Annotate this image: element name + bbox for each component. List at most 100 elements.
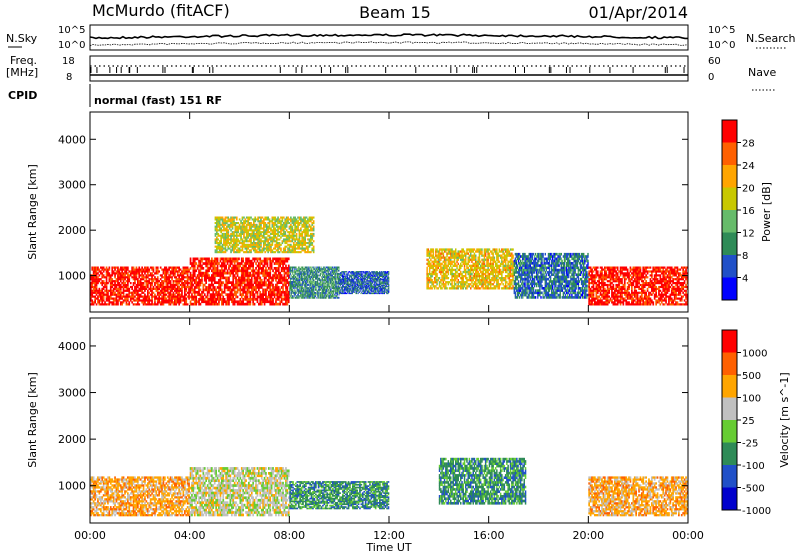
- heatmap-cell: [469, 261, 471, 263]
- heatmap-cell: [463, 283, 465, 285]
- heatmap-cell: [284, 281, 286, 284]
- heatmap-cell: [460, 250, 462, 252]
- heatmap-cell: [123, 294, 125, 296]
- heatmap-cell: [96, 294, 98, 296]
- heatmap-cell: [428, 277, 430, 279]
- heatmap-cell: [242, 291, 244, 294]
- heatmap-cell: [460, 271, 462, 273]
- heatmap-cell: [284, 303, 286, 306]
- heatmap-cell: [232, 296, 234, 299]
- heatmap-cell: [439, 271, 441, 273]
- heatmap-cell: [237, 272, 239, 275]
- heatmap-cell: [204, 293, 206, 296]
- heatmap-cell: [285, 284, 287, 287]
- heatmap-cell: [480, 269, 482, 271]
- heatmap-cell: [358, 278, 359, 279]
- heatmap-cell: [146, 298, 148, 300]
- heatmap-cell: [451, 267, 453, 269]
- heatmap-cell: [218, 284, 220, 287]
- heatmap-cell: [138, 272, 140, 274]
- heatmap-cell: [284, 260, 286, 263]
- heatmap-cell: [214, 279, 216, 282]
- heatmap-cell: [471, 285, 473, 287]
- heatmap-cell: [128, 288, 130, 290]
- heatmap-cell: [198, 291, 200, 294]
- heatmap-cell: [463, 255, 465, 257]
- heatmap-cell: [487, 287, 489, 289]
- heatmap-cell: [465, 275, 467, 277]
- heatmap-cell: [170, 288, 172, 290]
- heatmap-cell: [450, 257, 452, 259]
- heatmap-cell: [478, 265, 480, 267]
- heatmap-cell: [248, 265, 250, 268]
- heatmap-cell: [140, 296, 142, 298]
- heatmap-cell: [160, 267, 162, 269]
- heatmap-cell: [148, 280, 150, 282]
- heatmap-cell: [93, 280, 95, 282]
- heatmap-cell: [436, 269, 438, 271]
- heatmap-cell: [194, 272, 196, 275]
- heatmap-cell: [200, 274, 202, 277]
- heatmap-cell: [224, 300, 226, 303]
- heatmap-cell: [200, 296, 202, 299]
- cpid-text: normal (fast) 151 RF: [94, 94, 222, 107]
- noise-left-tick-bottom: 10^0: [58, 40, 85, 51]
- heatmap-cell: [453, 250, 455, 252]
- heatmap-cell: [278, 277, 280, 280]
- heatmap-cell: [123, 301, 125, 303]
- heatmap-cell: [296, 267, 297, 269]
- heatmap-cell: [450, 283, 452, 285]
- heatmap-cell: [158, 296, 160, 298]
- heatmap-cell: [224, 272, 226, 275]
- heatmap-cell: [194, 258, 196, 261]
- heatmap-cell: [272, 274, 274, 277]
- heatmap-cell: [205, 300, 207, 303]
- heatmap-cell: [463, 285, 465, 287]
- heatmap-cell: [235, 296, 237, 299]
- heatmap-cell: [131, 288, 133, 290]
- heatmap-cell: [123, 282, 125, 284]
- heatmap-cell: [466, 281, 468, 283]
- heatmap-cell: [157, 278, 159, 280]
- heatmap-cell: [453, 265, 455, 267]
- heatmap-cell: [166, 267, 168, 269]
- heatmap-cell: [281, 293, 283, 296]
- noise-right-tick-top: 10^5: [708, 25, 735, 36]
- heatmap-cell: [134, 272, 136, 274]
- heatmap-cell: [167, 284, 169, 286]
- heatmap-cell: [254, 281, 256, 284]
- heatmap-cell: [104, 286, 106, 288]
- heatmap-cell: [200, 265, 202, 268]
- heatmap-cell: [151, 299, 153, 301]
- heatmap-cell: [465, 283, 467, 285]
- heatmap-cell: [458, 250, 460, 252]
- heatmap-cell: [446, 265, 448, 267]
- heatmap-cell: [137, 278, 139, 280]
- heatmap-cell: [181, 288, 183, 290]
- heatmap-cell: [137, 286, 139, 288]
- heatmap-cell: [262, 296, 264, 299]
- heatmap-cell: [251, 281, 253, 284]
- heatmap-cell: [96, 303, 98, 305]
- heatmap-cell: [134, 290, 136, 292]
- heatmap-cell: [134, 286, 136, 288]
- heatmap-cell: [272, 303, 274, 306]
- heatmap-cell: [458, 279, 460, 281]
- heatmap-cell: [147, 290, 149, 292]
- heatmap-cell: [200, 281, 202, 284]
- heatmap-cell: [279, 272, 281, 275]
- heatmap-cell: [372, 283, 373, 284]
- heatmap-cell: [254, 274, 256, 277]
- heatmap-cell: [175, 284, 177, 286]
- heatmap-cell: [444, 250, 446, 252]
- heatmap-cell: [487, 267, 489, 269]
- heatmap-cell: [439, 253, 441, 255]
- heatmap-cell: [254, 296, 256, 299]
- heatmap-cell: [230, 296, 232, 299]
- heatmap-cell: [265, 262, 267, 265]
- heatmap-cell: [428, 253, 430, 255]
- heatmap-cell: [232, 281, 234, 284]
- heatmap-cell: [430, 263, 432, 265]
- heatmap-cell: [126, 301, 128, 303]
- heatmap-cell: [285, 265, 287, 268]
